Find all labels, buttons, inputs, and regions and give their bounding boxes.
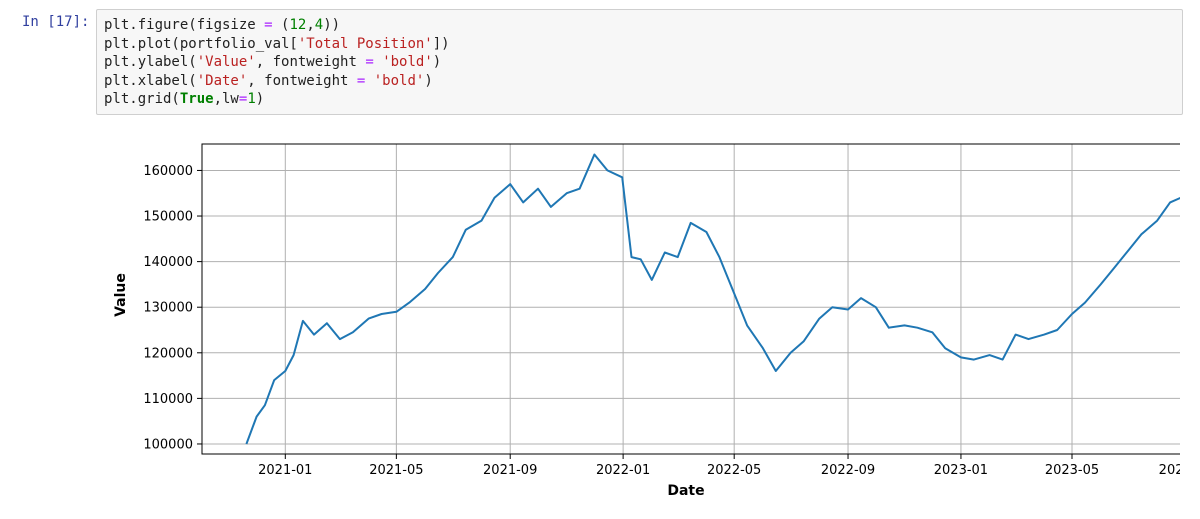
code-token: ,lw	[213, 91, 239, 108]
line-chart: 2021-01 2021-05 2021-09 2022-01 2022-05 2022-…	[113, 143, 1200, 499]
chart-grid	[202, 144, 1200, 454]
code-token: =	[365, 54, 374, 71]
code-line: plt.ylabel('Value', fontweight = 'bold')	[104, 53, 1182, 72]
code-token	[374, 54, 382, 70]
code-token: =	[356, 72, 366, 89]
code-line: plt.plot(portfolio_val['Total Position']…	[104, 35, 1182, 54]
x-tick-label: 2023-09	[1159, 463, 1180, 478]
x-axis-label: Date	[667, 483, 704, 499]
code-line: plt.figure(figsize = (12,4))	[104, 16, 1182, 35]
code-token: =	[264, 17, 273, 33]
x-tick-label: 2022-05	[707, 463, 761, 478]
y-tick-label: 160000	[143, 164, 193, 179]
code-token: 12	[289, 17, 307, 33]
code-token: (	[272, 17, 290, 33]
y-axis-label: Value	[113, 273, 129, 317]
code-token: )	[424, 72, 433, 89]
series-line-total-position	[245, 153, 1200, 445]
x-tick-label: 2022-09	[821, 463, 875, 478]
code-token: , fontweight	[247, 72, 357, 89]
code-token: =	[238, 91, 248, 108]
x-tick-label: 2021-01	[258, 463, 312, 478]
x-tick-label: 2023-05	[1045, 463, 1099, 478]
code-token: 1	[247, 91, 256, 108]
plot-area-frame	[201, 143, 1200, 455]
code-cell-input[interactable]: plt.figure(figsize = (12,4)) plt.plot(por…	[96, 9, 1183, 115]
code-token: 'bold'	[373, 72, 425, 89]
x-tick-label: 2022-01	[596, 463, 650, 478]
y-tick-label: 140000	[143, 255, 193, 270]
x-tick-label: 2021-09	[483, 463, 537, 478]
code-token: )	[432, 54, 442, 71]
code-token: True	[179, 91, 214, 108]
y-tick-label: 100000	[143, 437, 193, 452]
code-token: plt.plot(portfolio_val[	[104, 35, 298, 52]
y-tick-label: 110000	[143, 392, 193, 407]
x-tick-label: 2023-01	[934, 463, 988, 478]
code-token: ,	[306, 17, 315, 33]
y-axis-ticks: 100000 110000 120000 130000 140000 150000 1600…	[143, 164, 202, 452]
code-token: plt.grid(	[104, 91, 180, 108]
code-token: )	[255, 91, 265, 108]
y-tick-label: 130000	[143, 301, 193, 316]
code-token: ])	[432, 35, 450, 52]
code-token: 'Value'	[196, 54, 256, 71]
code-token: ))	[323, 17, 341, 33]
code-token: 'Date'	[196, 72, 248, 89]
cell-prompt: In [17]:	[22, 14, 90, 30]
x-tick-label: 2021-05	[369, 463, 423, 478]
code-token: plt.figure(figsize	[104, 17, 265, 33]
y-tick-label: 150000	[143, 210, 193, 225]
y-tick-label: 120000	[143, 346, 193, 361]
code-token: 'bold'	[382, 54, 433, 71]
code-token: , fontweight	[255, 54, 366, 71]
x-axis-ticks: 2021-01 2021-05 2021-09 2022-01 2022-05 2022-…	[258, 454, 1200, 478]
chart-line-layer	[245, 153, 1200, 445]
code-line: plt.xlabel('Date', fontweight = 'bold')	[104, 72, 1182, 91]
code-line: plt.grid(True,lw=1)	[104, 90, 1182, 109]
code-token	[365, 73, 373, 89]
code-token: 4	[314, 17, 324, 33]
code-token: plt.ylabel(	[104, 54, 197, 71]
code-token: 'Total Position'	[297, 35, 433, 52]
cell-output: 2021-01 2021-05 2021-09 2022-01 2022-05 2022-…	[100, 135, 1200, 510]
code-token: plt.xlabel(	[104, 72, 197, 89]
